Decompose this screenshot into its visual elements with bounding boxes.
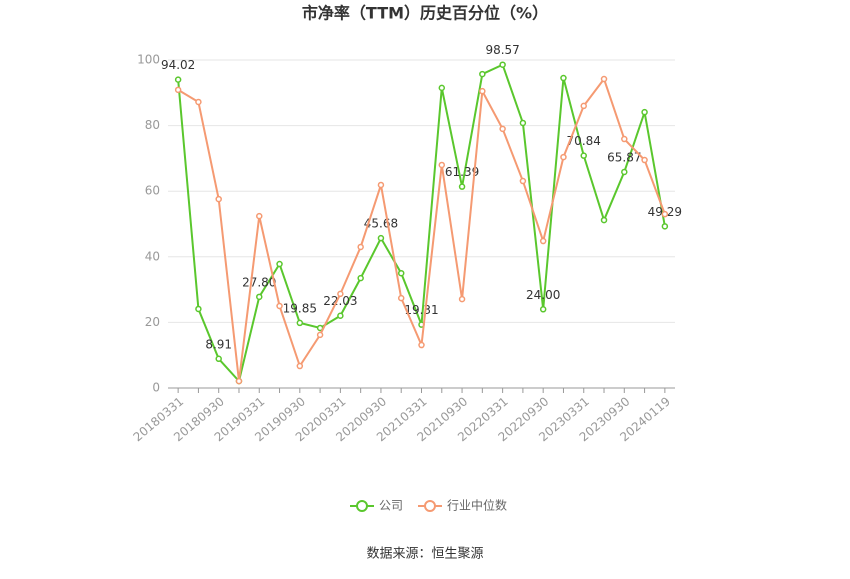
y-tick-label: 100 <box>137 53 160 67</box>
data-point <box>397 269 405 277</box>
y-tick-label: 80 <box>145 118 160 132</box>
data-label: 65.87 <box>607 150 641 164</box>
y-tick-label: 0 <box>152 381 160 395</box>
data-label: 22.03 <box>323 294 357 308</box>
series-line <box>177 63 666 384</box>
data-point <box>357 243 364 251</box>
data-point <box>499 61 506 68</box>
data-point <box>296 362 304 370</box>
data-point <box>600 216 608 224</box>
data-point <box>397 294 405 302</box>
data-point <box>174 76 182 83</box>
y-tick-label: 40 <box>145 249 160 263</box>
data-point <box>641 108 648 116</box>
data-label: 24.00 <box>526 288 560 302</box>
series-line <box>177 76 666 382</box>
data-point <box>438 84 446 92</box>
data-label: 98.57 <box>485 43 519 57</box>
data-point <box>519 119 527 127</box>
data-point <box>661 223 669 230</box>
data-point <box>418 341 425 349</box>
data-label: 61.39 <box>445 165 479 179</box>
data-point <box>215 355 222 363</box>
y-tick-label: 20 <box>145 315 160 329</box>
data-label: 19.31 <box>404 303 438 317</box>
data-point <box>296 319 304 327</box>
data-point <box>276 302 283 310</box>
data-point <box>195 305 202 313</box>
data-point <box>256 293 263 301</box>
legend-label: 行业中位数 <box>447 498 507 513</box>
legend-label: 公司 <box>379 499 403 513</box>
data-point <box>215 195 222 203</box>
data-point <box>235 377 243 385</box>
data-point <box>256 212 263 220</box>
data-point <box>499 125 506 133</box>
data-point <box>519 177 527 185</box>
data-point <box>661 210 669 218</box>
data-point <box>357 274 364 282</box>
data-point <box>458 183 466 190</box>
data-label: 19.85 <box>283 301 317 315</box>
data-point <box>174 86 182 94</box>
data-label: 94.02 <box>161 58 195 72</box>
data-point <box>539 306 547 313</box>
legend-marker <box>424 500 436 512</box>
data-point <box>438 161 446 169</box>
data-label: 70.84 <box>567 134 601 148</box>
data-label: 27.80 <box>242 275 276 289</box>
legend-marker <box>356 500 368 512</box>
data-point <box>580 102 587 110</box>
data-point <box>479 87 486 95</box>
data-point <box>276 260 283 268</box>
data-point <box>337 290 344 298</box>
chart-title: 市净率（TTM）历史百分位（%） <box>302 4 548 23</box>
y-tick-label: 60 <box>145 184 160 198</box>
data-point <box>621 168 628 176</box>
data-point <box>600 75 608 83</box>
data-point <box>539 237 547 245</box>
data-point <box>377 181 385 189</box>
data-point <box>580 152 587 159</box>
data-point <box>641 156 648 164</box>
data-point <box>560 153 567 161</box>
data-point <box>560 74 567 82</box>
data-point <box>377 234 385 242</box>
data-point <box>479 70 486 78</box>
data-label: 45.68 <box>364 217 398 231</box>
data-point <box>195 98 202 106</box>
data-point <box>621 135 628 143</box>
data-point <box>337 312 344 319</box>
data-label: 8.91 <box>205 337 232 351</box>
data-point <box>316 331 324 339</box>
data-point <box>458 295 466 303</box>
source: 数据来源：恒生聚源 <box>366 547 483 562</box>
